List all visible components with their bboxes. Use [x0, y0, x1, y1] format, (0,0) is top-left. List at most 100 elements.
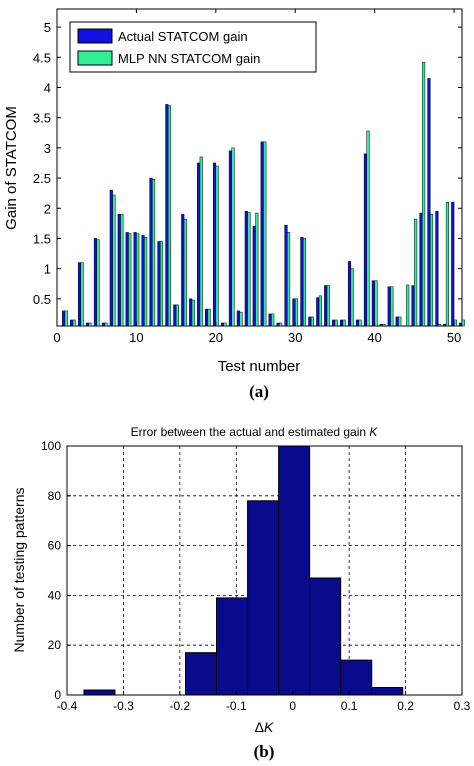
bar-mlp-39 [366, 130, 370, 327]
panel-b-label: (b) [254, 742, 275, 761]
bar-mlp-19 [207, 308, 211, 327]
bar-actual-22 [228, 150, 232, 327]
bar-mlp-31 [302, 238, 307, 327]
bar-mlp-34 [326, 285, 330, 327]
ytick-label: 3 [44, 141, 51, 156]
bar-mlp-49 [445, 201, 449, 327]
chart-b-ylabel: Number of testing patterns [11, 488, 27, 653]
bar-mlp-46 [422, 61, 426, 327]
chart-a-xlabel: Test number [218, 358, 301, 375]
bar-mlp-17 [191, 299, 195, 327]
xtick-label: -0.4 [57, 699, 78, 713]
bar-mlp-41 [382, 323, 386, 327]
bar-mlp-1 [64, 310, 68, 327]
bar-mlp-13 [159, 241, 164, 327]
bar-mlp-3 [80, 262, 84, 327]
ytick-label: 3.5 [33, 111, 51, 126]
bar-actual-27 [268, 313, 272, 327]
chart-b-title: Error between the actual and estimated g… [131, 425, 379, 439]
ytick-label: 1 [44, 262, 51, 277]
bar-mlp-22 [231, 147, 235, 327]
bar-mlp-14 [167, 105, 172, 327]
bar-actual-36 [340, 319, 344, 327]
xtick-label: 50 [447, 330, 461, 345]
bar-actual-1 [62, 310, 66, 327]
chart-b-title-k: K [369, 425, 378, 439]
chart-b-xlabel-delta: Δ [255, 719, 264, 735]
bar-mlp-23 [239, 311, 243, 327]
bar-actual-6 [101, 322, 105, 327]
bar-actual-5 [93, 238, 97, 327]
bar-actual-29 [284, 224, 288, 327]
bar-mlp-45 [414, 218, 418, 327]
histogram-bar-6 [247, 500, 280, 696]
histogram-bar-1 [83, 689, 116, 696]
histogram-bar-4 [185, 652, 218, 696]
bar-mlp-28 [279, 322, 283, 327]
xtick-label: 30 [288, 330, 302, 345]
bar-mlp-37 [350, 268, 354, 327]
xtick-label: 0.2 [397, 699, 414, 713]
bar-actual-18 [197, 162, 201, 327]
legend-swatch-actual [77, 28, 113, 44]
xtick-label: -0.3 [113, 699, 134, 713]
bar-actual-37 [347, 261, 352, 327]
chart-b-title-text: Error between the actual and estimated g… [131, 425, 370, 439]
ytick-label: 20 [48, 638, 62, 652]
bar-mlp-20 [215, 165, 219, 327]
bar-mlp-43 [398, 316, 402, 327]
bar-mlp-33 [318, 295, 322, 327]
ytick-label: 1.5 [33, 231, 51, 246]
chart-b-xlabel-k: K [264, 719, 274, 735]
bar-mlp-38 [358, 319, 362, 327]
bar-mlp-25 [255, 212, 259, 327]
bar-mlp-6 [104, 322, 108, 327]
bar-mlp-47 [429, 214, 434, 327]
bar-actual-9 [125, 232, 129, 327]
histogram-bar-9 [340, 659, 373, 696]
ytick-label: 2.5 [33, 171, 51, 186]
histogram-bar-10 [371, 687, 404, 696]
bar-mlp-24 [247, 212, 251, 327]
bar-actual-48 [435, 211, 439, 327]
bar-mlp-10 [136, 233, 140, 327]
bar-actual-24 [244, 211, 248, 327]
legend-label-mlp: MLP NN STATCOM gain [118, 51, 260, 66]
ytick-label: 4.5 [33, 50, 51, 65]
bar-actual-32 [308, 316, 312, 327]
bar-actual-49 [443, 323, 447, 327]
ytick-label: 2 [44, 201, 51, 216]
ytick-label: 40 [48, 588, 62, 602]
bar-mlp-51 [461, 319, 465, 327]
bar-actual-39 [363, 153, 367, 327]
bar-mlp-42 [390, 286, 394, 327]
chart-a-bars [62, 61, 465, 327]
bar-actual-11 [141, 235, 145, 327]
bar-actual-14 [165, 104, 169, 327]
bar-actual-38 [355, 319, 360, 327]
histogram-bar-7 [278, 445, 311, 696]
bar-mlp-2 [72, 319, 76, 327]
panel-a-label: (a) [249, 382, 269, 401]
bar-actual-23 [236, 310, 240, 327]
xtick-label: 40 [367, 330, 381, 345]
bar-actual-30 [292, 298, 296, 327]
bar-actual-15 [173, 304, 177, 327]
bar-actual-47 [427, 78, 431, 327]
bar-actual-16 [181, 214, 185, 327]
chart-a-legend: Actual STATCOM gain MLP NN STATCOM gain [69, 21, 317, 73]
bar-actual-17 [189, 298, 193, 327]
bar-actual-33 [316, 297, 320, 327]
histogram-bar-8 [309, 577, 342, 696]
ytick-label: 0.5 [33, 292, 51, 307]
bar-actual-42 [387, 286, 391, 327]
bar-actual-35 [332, 319, 336, 327]
bar-actual-40 [371, 280, 375, 327]
ytick-label: 60 [48, 539, 62, 553]
xtick-label: 0 [53, 330, 60, 345]
bar-actual-19 [205, 308, 209, 327]
bar-mlp-5 [96, 239, 100, 327]
bar-mlp-18 [199, 156, 203, 327]
bar-mlp-44 [406, 284, 410, 327]
bar-actual-51 [459, 322, 463, 327]
